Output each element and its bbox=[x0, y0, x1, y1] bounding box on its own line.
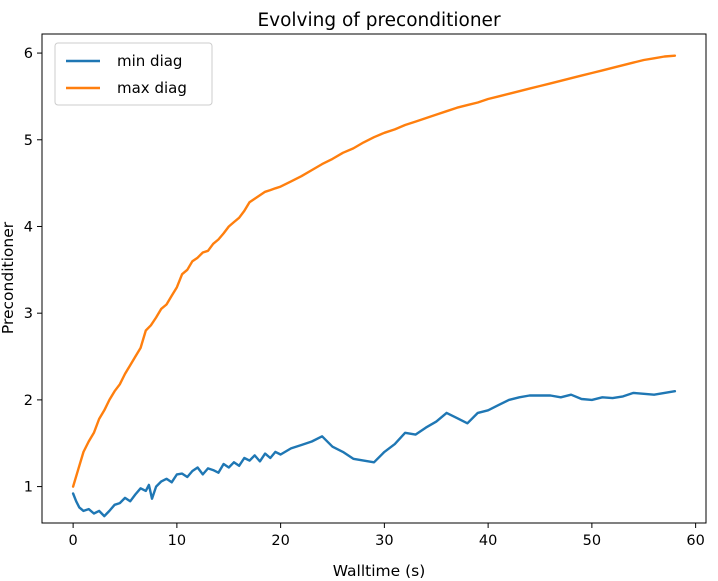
chart-title: Evolving of preconditioner bbox=[257, 10, 500, 31]
x-tick-label: 0 bbox=[69, 533, 78, 549]
x-tick-label: 40 bbox=[479, 533, 497, 549]
legend-label-min-diag: min diag bbox=[117, 52, 182, 70]
x-axis-ticks: 0 10 20 30 40 50 60 bbox=[69, 523, 705, 549]
y-axis-ticks: 1 2 3 4 5 6 bbox=[24, 46, 42, 496]
x-tick-label: 60 bbox=[686, 533, 704, 549]
series-line-min-diag bbox=[71, 390, 677, 518]
x-axis-label: Walltime (s) bbox=[333, 562, 426, 580]
y-tick-label: 4 bbox=[24, 219, 33, 235]
y-tick-label: 1 bbox=[24, 480, 33, 496]
axes-frame bbox=[41, 33, 707, 524]
plot-area bbox=[41, 33, 707, 524]
x-tick-label: 20 bbox=[271, 533, 289, 549]
x-tick-label: 30 bbox=[375, 533, 393, 549]
y-axis-label: Preconditioner bbox=[0, 221, 17, 334]
x-tick-label: 50 bbox=[583, 533, 601, 549]
y-tick-label: 5 bbox=[24, 133, 33, 149]
y-tick-label: 6 bbox=[24, 46, 33, 62]
x-tick-label: 10 bbox=[168, 533, 186, 549]
legend: min diag max diag bbox=[54, 42, 213, 106]
legend-box bbox=[54, 42, 213, 106]
y-tick-label: 2 bbox=[24, 393, 33, 409]
y-tick-label: 3 bbox=[24, 306, 33, 322]
series-lines bbox=[71, 54, 677, 518]
series-line-max-diag bbox=[71, 54, 677, 488]
legend-label-max-diag: max diag bbox=[117, 79, 187, 97]
